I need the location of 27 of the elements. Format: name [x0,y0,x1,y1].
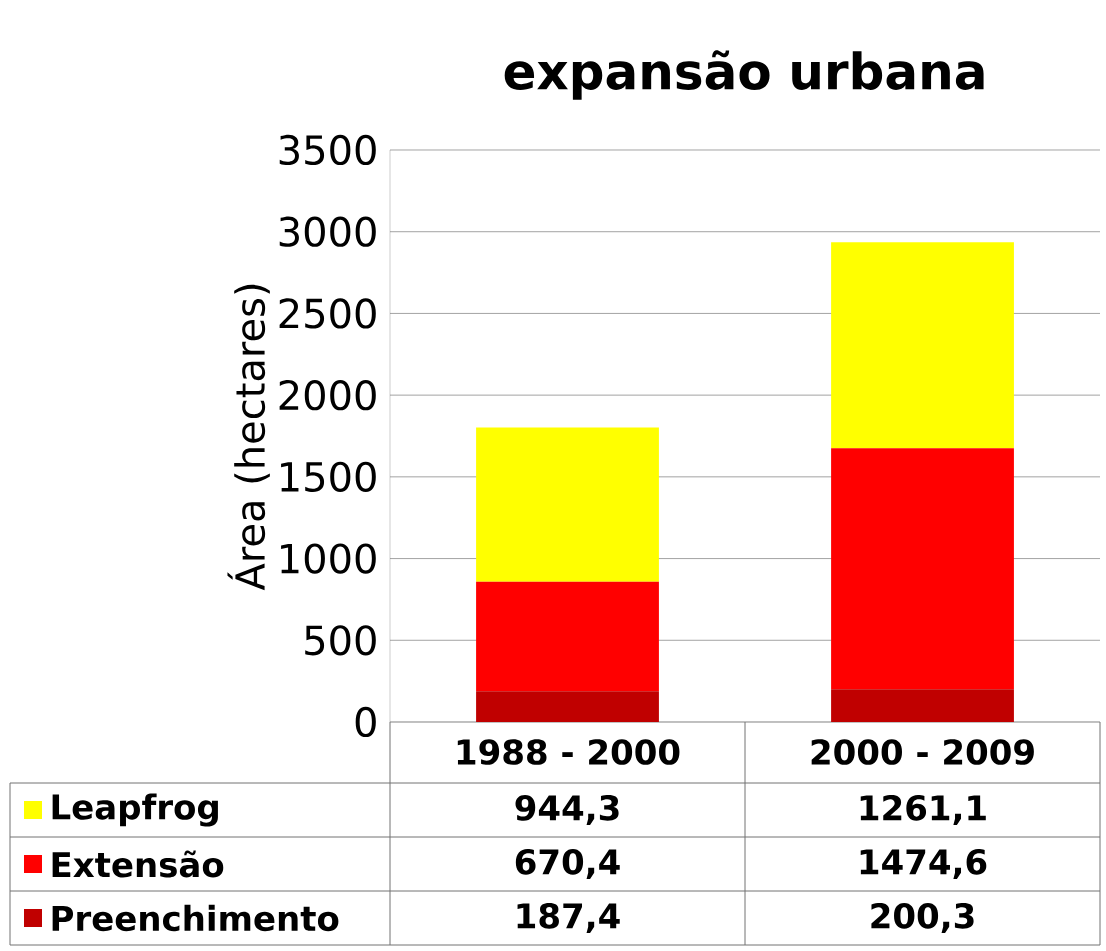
y-tick-label: 1000 [281,543,376,574]
bar [476,691,659,722]
data-label: 944,3 [515,794,619,826]
y-tick-label: 0 [355,706,376,738]
legend-label: Preenchimento [52,904,339,932]
data-label: 1474,6 [860,848,987,880]
bar [476,581,659,692]
y-tick-label: 500 [305,625,376,656]
data-label: 670,4 [515,848,620,880]
bar [831,689,1014,722]
legend-label: Extensão [52,850,224,878]
legend-label: Leapfrog [52,793,218,827]
y-tick-label: 3000 [279,216,376,247]
data-label: 200,3 [871,902,974,934]
data-label: 1261,1 [860,794,986,826]
y-tick-label: 2000 [279,380,376,411]
bar [476,427,659,582]
chart-title: expansão urbana [504,50,984,100]
bar [831,242,1014,449]
y-axis-title: Área (hectares) [227,284,270,591]
bar [831,448,1014,690]
x-tick-label: 2000 - 2009 [811,739,1034,765]
y-tick-label: 1500 [281,461,376,492]
data-label: 187,4 [517,902,620,934]
y-tick-label: 2500 [279,298,376,329]
x-tick-label: 1988 - 2000 [457,739,680,765]
y-tick-label: 3500 [279,134,376,166]
